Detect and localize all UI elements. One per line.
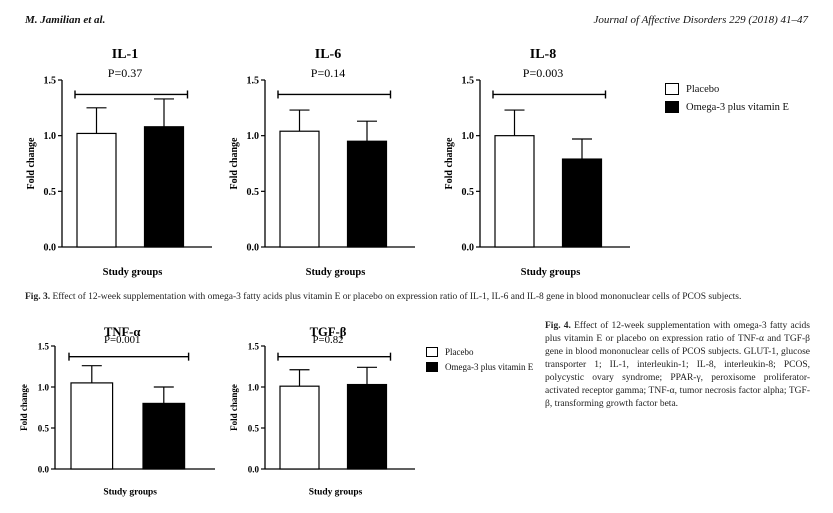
running-header-authors: M. Jamilian et al. <box>25 14 106 26</box>
bar-treatment <box>346 140 388 248</box>
chart-title: IL-8 <box>530 47 556 62</box>
p-value-annotation: P=0.14 <box>311 66 345 80</box>
y-tick-label: 0.0 <box>44 243 57 254</box>
il6-chart: IL-6 P=0.14 0.0 0.5 1.0 1.5 Fold change Study g… <box>229 47 415 278</box>
y-axis-label: Fold change <box>229 137 240 190</box>
legend-label-placebo: Placebo <box>686 83 720 95</box>
y-tick-label: 1.0 <box>248 383 260 393</box>
y-tick-label: 1.0 <box>462 131 475 142</box>
y-tick-label: 1.5 <box>44 76 57 87</box>
figure-3-label: Fig. 3. <box>25 292 51 302</box>
legend-swatch-treatment <box>426 362 438 372</box>
bar-placebo <box>494 135 535 248</box>
y-tick-label: 0.5 <box>462 187 475 198</box>
legend-swatch-treatment <box>665 101 679 113</box>
chart-title: TNF-α <box>104 325 140 339</box>
bar-placebo <box>279 130 320 248</box>
y-tick-label: 0.0 <box>248 465 260 475</box>
y-axis-label: Fold change <box>26 137 37 190</box>
il1-chart: IL-1 P=0.37 0.0 0.5 1.0 1.5 Fold change Study g… <box>26 47 212 278</box>
y-tick-label: 1.0 <box>38 383 50 393</box>
p-value-annotation: P=0.001 <box>104 334 140 346</box>
chart-title: IL-1 <box>112 47 138 62</box>
y-tick-label: 0.0 <box>462 243 475 254</box>
figure-3-caption: Fig. 3. Effect of 12-week supplementatio… <box>25 291 815 304</box>
p-value-annotation: P=0.003 <box>523 66 563 80</box>
bar-treatment <box>561 158 603 248</box>
y-tick-label: 1.5 <box>248 342 260 352</box>
x-axis-label: Study groups <box>103 267 163 278</box>
x-axis-label: Study groups <box>103 487 157 497</box>
figure-4-caption-text: Effect of 12-week supplementation with o… <box>545 321 811 409</box>
x-axis-label: Study groups <box>521 267 581 278</box>
legend-label-treatment: Omega-3 plus vitamin E <box>686 101 789 113</box>
legend-swatch-placebo <box>665 83 679 95</box>
tnf-alpha-chart: TNF-αP=0.001 0.0 0.5 1.0 1.5 Fold change Study… <box>19 325 215 497</box>
legend-label-treatment: Omega-3 plus vitamin E <box>445 362 534 372</box>
x-axis-label: Study groups <box>306 267 366 278</box>
bar-treatment <box>143 126 185 248</box>
tgf-beta-chart: TGF-βP=0.82 0.0 0.5 1.0 1.5 Fold change Study … <box>229 325 415 497</box>
y-axis-label: Fold change <box>229 384 239 431</box>
y-tick-label: 1.0 <box>247 131 260 142</box>
legend-entry-placebo: Placebo <box>426 347 533 357</box>
y-tick-label: 0.0 <box>38 465 50 475</box>
y-tick-label: 0.5 <box>38 424 50 434</box>
y-tick-label: 1.0 <box>44 131 57 142</box>
y-tick-label: 0.5 <box>44 187 57 198</box>
y-tick-label: 1.5 <box>462 76 475 87</box>
legend-fig4: Placebo Omega-3 plus vitamin E <box>426 347 533 377</box>
y-axis-label: Fold change <box>444 137 455 190</box>
legend-entry-treatment: Omega-3 plus vitamin E <box>426 362 533 372</box>
figure-3-caption-text: Effect of 12-week supplementation with o… <box>52 292 742 302</box>
il8-chart: IL-8 P=0.003 0.0 0.5 1.0 1.5 Fold change Study … <box>444 47 630 278</box>
y-axis-label: Fold change <box>19 384 29 431</box>
legend-entry-treatment: Omega-3 plus vitamin E <box>665 101 789 113</box>
legend-label-placebo: Placebo <box>445 347 474 357</box>
y-tick-label: 1.5 <box>247 76 260 87</box>
y-tick-label: 1.5 <box>38 342 50 352</box>
bar-treatment <box>142 402 186 470</box>
bar-placebo <box>76 132 117 248</box>
legend-entry-placebo: Placebo <box>665 83 789 95</box>
y-tick-label: 0.0 <box>247 243 260 254</box>
bar-treatment <box>346 383 388 470</box>
p-value-annotation: P=0.37 <box>108 66 142 80</box>
figure-4-label: Fig. 4. <box>545 321 571 331</box>
y-tick-label: 0.5 <box>247 187 260 198</box>
p-value-annotation: P=0.82 <box>313 334 344 346</box>
bar-placebo <box>70 382 114 470</box>
y-tick-label: 0.5 <box>248 424 260 434</box>
bar-placebo <box>279 385 320 470</box>
x-axis-label: Study groups <box>309 487 363 497</box>
legend-fig3: Placebo Omega-3 plus vitamin E <box>665 83 789 119</box>
legend-swatch-placebo <box>426 347 438 357</box>
running-header-journal: Journal of Affective Disorders 229 (2018… <box>593 14 808 26</box>
chart-title: TGF-β <box>310 325 347 339</box>
figure-4-caption: Fig. 4. Effect of 12-week supplementatio… <box>545 320 810 411</box>
chart-title: IL-6 <box>315 47 341 62</box>
